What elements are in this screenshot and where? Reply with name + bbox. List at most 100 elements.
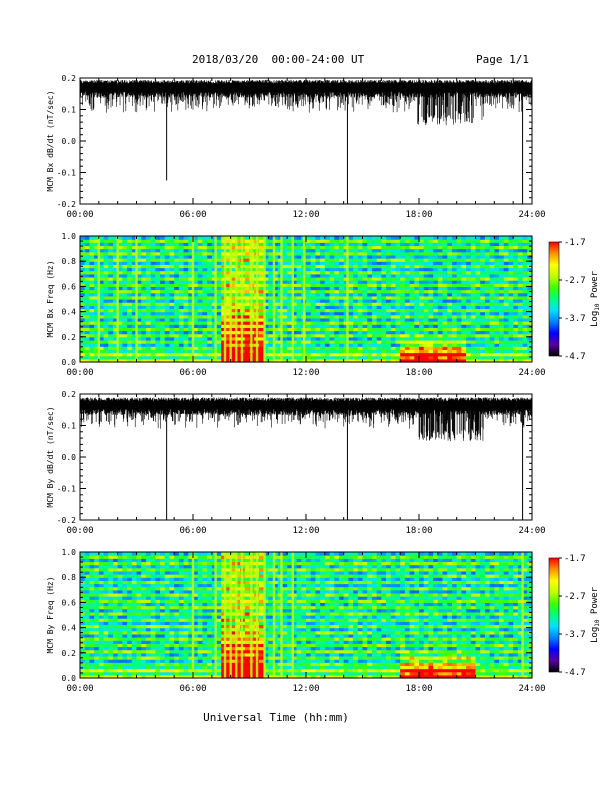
spectrogram-cell	[112, 646, 119, 651]
spectrogram-cell	[437, 264, 444, 269]
spectrogram-cell	[108, 239, 114, 243]
spectrogram-cell	[527, 352, 533, 357]
spectrogram-cell	[348, 254, 354, 259]
spectrogram-cell	[183, 302, 189, 306]
spectrogram-cell	[136, 665, 142, 670]
spectrogram-cell	[513, 311, 519, 316]
spectrogram-cell	[484, 321, 491, 325]
spectrogram-cell	[489, 254, 495, 259]
spectrogram-cell	[117, 248, 123, 253]
spectrogram-cell	[235, 242, 241, 247]
spectrogram-cell	[315, 317, 321, 322]
spectrogram-cell	[136, 258, 142, 262]
spectrogram-cell	[183, 358, 189, 363]
spectrogram-cell	[169, 258, 175, 262]
spectrogram-cell	[470, 317, 477, 322]
spectrogram-cell	[329, 270, 335, 275]
spectrogram-cell	[376, 239, 382, 243]
spectrogram-cell	[287, 308, 293, 313]
spectrogram-cell	[437, 308, 444, 313]
spectrogram-cell	[315, 254, 321, 259]
spectrogram-cell	[503, 270, 510, 275]
spectrogram-cell	[310, 245, 317, 250]
spectrogram-cell	[268, 352, 274, 357]
spectrogram-cell	[419, 264, 425, 269]
spectrogram-cell	[386, 289, 392, 294]
spectrogram-cell	[310, 333, 317, 338]
spectrogram-cell	[522, 352, 528, 357]
spectrogram-cell	[108, 652, 114, 657]
spectrogram-cell	[160, 254, 166, 259]
spectrogram-cell	[273, 273, 279, 278]
spectrogram-cell	[141, 352, 147, 357]
spectrogram-cell	[216, 352, 222, 357]
spectrogram-cell	[141, 555, 147, 559]
spectrogram-cell	[334, 352, 340, 357]
spectrogram-cell	[404, 330, 411, 335]
spectrogram-cell	[367, 292, 373, 297]
spectrogram-cell	[376, 330, 382, 335]
spectrogram-cell	[244, 239, 251, 243]
spectrogram-cell	[310, 270, 317, 275]
spectrogram-cell	[362, 355, 368, 360]
spectrogram-cell	[89, 308, 95, 313]
spectrogram-cell	[193, 289, 199, 294]
spectrogram-cell	[131, 314, 138, 319]
spectrogram-cell	[329, 245, 335, 250]
spectrogram-cell	[164, 236, 171, 240]
spectrogram-cell	[522, 283, 528, 287]
spectrogram-cell	[310, 289, 317, 294]
spectrogram-cell	[522, 270, 528, 275]
spectrogram-cell	[291, 330, 298, 335]
spectrogram-cell	[348, 283, 354, 287]
spectrogram-cell	[122, 327, 128, 332]
spectrogram-cell	[127, 558, 133, 563]
spectrogram-cell	[451, 251, 458, 256]
spectrogram-cell	[353, 305, 359, 310]
spectrogram-cell	[155, 630, 161, 635]
spectrogram-cell	[517, 258, 524, 262]
spectrogram-cell	[84, 355, 91, 360]
spectrogram-cell	[84, 349, 91, 354]
spectrogram-cell	[117, 327, 123, 332]
spectrogram-cell	[197, 308, 204, 313]
spectrogram-cell	[287, 236, 293, 240]
spectrogram-cell	[98, 621, 105, 626]
spectrogram-cell	[164, 652, 171, 657]
spectrogram-cell	[80, 621, 86, 626]
spectrogram-cell	[235, 295, 241, 300]
spectrogram-cell	[89, 618, 95, 622]
spectrogram-cell	[362, 267, 368, 272]
spectrogram-cell	[155, 358, 161, 363]
spectrogram-cell	[155, 602, 161, 607]
spectrogram-cell	[433, 292, 439, 297]
spectrogram-cell	[461, 248, 467, 253]
spectrogram-cell	[80, 236, 86, 240]
spectrogram-cell	[169, 276, 175, 281]
spectrogram-cell	[513, 308, 519, 313]
spectrogram-cell	[324, 239, 331, 243]
spectrogram-cell	[193, 330, 199, 335]
spectrogram-cell	[258, 324, 265, 328]
spectrogram-cell	[244, 245, 251, 250]
spectrogram-cell	[320, 270, 326, 275]
spectrogram-cell	[98, 286, 105, 291]
spectrogram-cell	[160, 311, 166, 316]
spectrogram-cell	[230, 286, 236, 291]
spectrogram-cell	[160, 649, 166, 654]
spectrogram-cell	[503, 264, 510, 269]
spectrogram-cell	[320, 242, 326, 247]
spectrogram-cell	[127, 299, 133, 303]
spectrogram-cell	[400, 308, 406, 313]
spectrogram-cell	[508, 248, 514, 253]
spectrogram-cell	[127, 333, 133, 338]
spectrogram-cell	[480, 292, 486, 297]
spectrogram-cell	[207, 324, 213, 328]
spectrogram-cell	[89, 352, 95, 357]
spectrogram-cell	[447, 324, 453, 328]
spectrogram-cell	[108, 251, 114, 256]
spectrogram-cell	[268, 261, 274, 265]
spectrogram-cell	[503, 236, 510, 240]
spectrogram-cell	[517, 336, 524, 341]
spectrogram-cell	[381, 283, 387, 287]
